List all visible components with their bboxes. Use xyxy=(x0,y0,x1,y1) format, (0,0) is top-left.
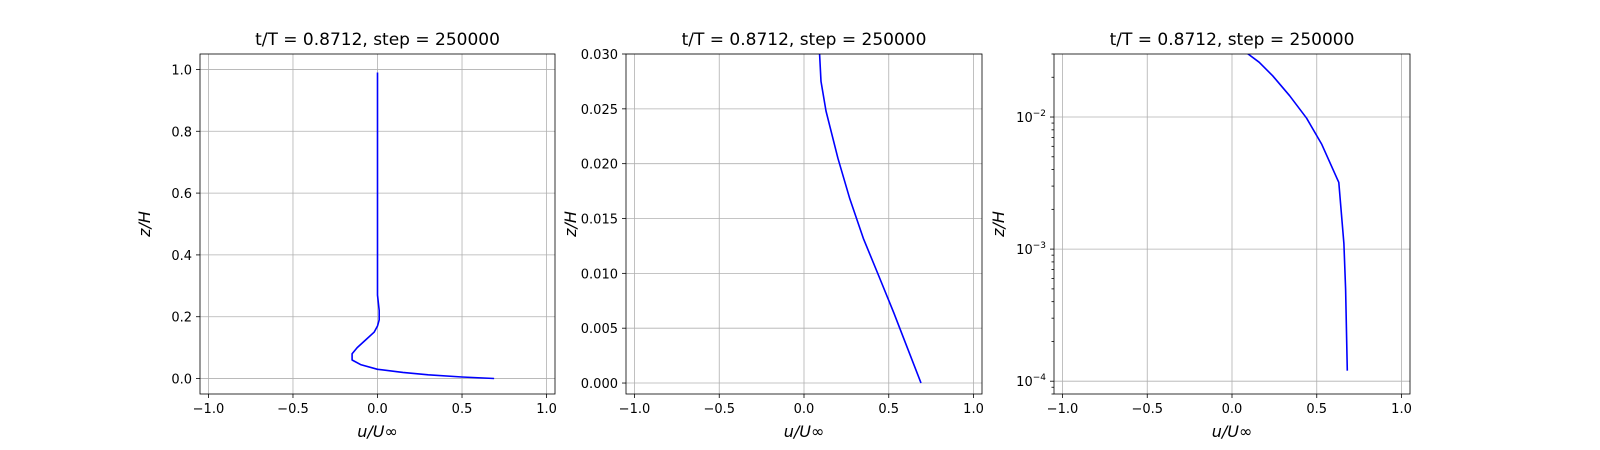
y-tick-label: 0.8 xyxy=(171,125,192,140)
y-tick-label: 0.0 xyxy=(171,373,192,388)
x-tick-label: 0.5 xyxy=(452,402,473,417)
x-tick-label: 0.0 xyxy=(367,402,388,417)
x-axis-label: u/U∞ xyxy=(1212,422,1253,441)
chart-panel-3: −1.0 −0.5 0.0 0.5 1.0 10−4 10−3 10−2 t/T = 0.871… xyxy=(989,30,1412,441)
y-tick-label: 0.2 xyxy=(171,311,192,326)
y-tick-label: 0.000 xyxy=(581,377,618,392)
y-axis-label: z/H xyxy=(989,211,1008,238)
y-tick-label: 0.4 xyxy=(171,249,192,264)
x-tick-label: 0.0 xyxy=(1222,402,1243,417)
y-axis-label: z/H xyxy=(135,211,154,238)
x-tick-label: −0.5 xyxy=(703,402,735,417)
y-tick-label: 0.010 xyxy=(581,267,618,282)
axes-frame xyxy=(1053,53,1411,395)
y-tick-label: 0.030 xyxy=(581,48,618,63)
y-tick-label: 0.025 xyxy=(581,103,618,118)
x-tick-label: −0.5 xyxy=(1131,402,1163,417)
y-tick-label: 0.020 xyxy=(581,158,618,173)
x-tick-label: 1.0 xyxy=(536,402,557,417)
y-axis-label: z/H xyxy=(561,211,580,238)
y-tick-exponent: −4 xyxy=(1033,373,1047,383)
y-tick-label: 1.0 xyxy=(171,63,192,78)
chart-title: t/T = 0.8712, step = 250000 xyxy=(1110,30,1355,50)
x-tick-label: 0.5 xyxy=(1306,402,1327,417)
x-tick-label: −1.0 xyxy=(1047,402,1079,417)
axes-frame xyxy=(625,53,983,395)
y-tick-label: 0.005 xyxy=(581,322,618,337)
y-tick-label: 0.6 xyxy=(171,187,192,202)
x-tick-label: −1.0 xyxy=(619,402,651,417)
profile-line xyxy=(1246,54,1349,371)
y-tick-label: 10−4 xyxy=(1016,373,1046,390)
profile-line xyxy=(818,54,922,384)
chart-title: t/T = 0.8712, step = 250000 xyxy=(255,30,500,50)
axes-frame xyxy=(199,53,556,395)
x-axis-label: u/U∞ xyxy=(784,422,825,441)
x-tick-label: 1.0 xyxy=(963,402,984,417)
y-tick-label: 0.015 xyxy=(581,213,618,228)
x-tick-label: 1.0 xyxy=(1391,402,1412,417)
x-tick-label: 0.5 xyxy=(878,402,899,417)
chart-panel-2: −1.0 −0.5 0.0 0.5 1.0 0.000 0.005 0.010 0.015 0.0… xyxy=(561,30,984,441)
chart-panel-1: −1.0 −0.5 0.0 0.5 1.0 0.0 0.2 0.4 0.6 0.8 1.0 t/T =… xyxy=(135,30,557,441)
profile-line xyxy=(351,72,495,380)
x-axis-label: u/U∞ xyxy=(357,422,398,441)
y-tick-label: 10−3 xyxy=(1016,241,1046,258)
chart-title: t/T = 0.8712, step = 250000 xyxy=(682,30,927,50)
x-tick-label: 0.0 xyxy=(794,402,815,417)
x-tick-label: −1.0 xyxy=(193,402,225,417)
x-tick-label: −0.5 xyxy=(277,402,309,417)
y-tick-exponent: −2 xyxy=(1033,109,1046,119)
y-tick-exponent: −3 xyxy=(1033,241,1046,251)
y-tick-label: 10−2 xyxy=(1016,109,1046,126)
